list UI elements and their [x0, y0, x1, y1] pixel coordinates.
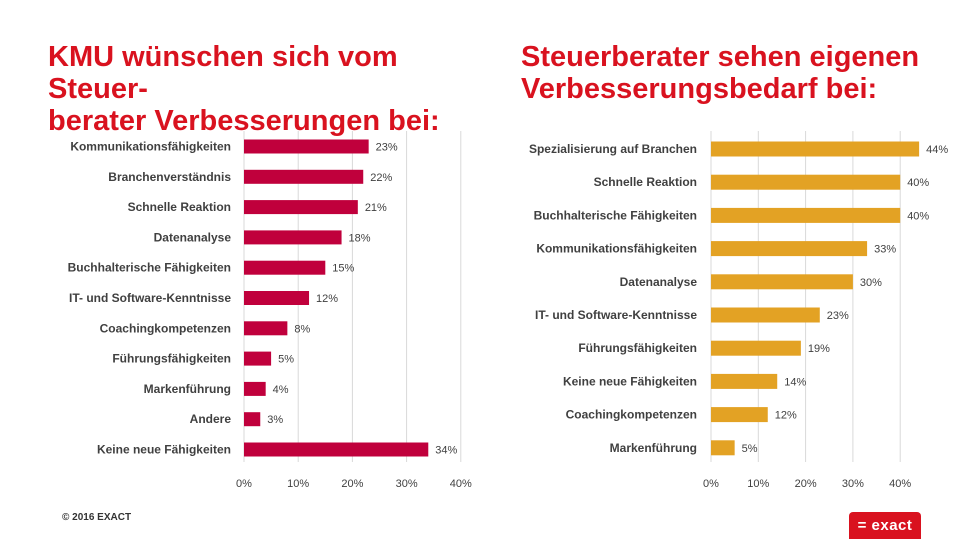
right-title-line-2: Verbesserungsbedarf bei:: [521, 73, 878, 105]
left-chart-title: KMU wünschen sich vom Steuer- berater Ve…: [48, 41, 498, 137]
right-bar-1: [711, 174, 901, 190]
right-value-label-8: 12%: [775, 410, 797, 422]
right-bar-9: [711, 440, 735, 456]
left-category-label-4: Buchhalterische Fähigkeiten: [68, 261, 231, 275]
left-category-label-9: Andere: [190, 412, 232, 426]
right-tick-label-4: 40%: [889, 478, 911, 490]
right-value-label-6: 19%: [808, 343, 830, 355]
right-value-label-3: 33%: [874, 244, 896, 256]
left-bar-5: [244, 291, 310, 305]
right-value-label-0: 44%: [926, 144, 948, 156]
right-category-label-5: IT- und Software-Kenntnisse: [535, 308, 697, 322]
left-category-label-10: Keine neue Fähigkeiten: [97, 443, 231, 457]
left-bar-7: [244, 351, 272, 366]
right-bar-8: [711, 407, 768, 423]
right-bar-3: [711, 241, 868, 257]
left-bar-3: [244, 230, 342, 245]
right-value-label-4: 30%: [860, 277, 882, 289]
left-tick-label-0: 0%: [236, 478, 252, 490]
right-category-label-2: Buchhalterische Fähigkeiten: [534, 208, 697, 222]
right-tick-label-3: 30%: [842, 478, 864, 490]
left-value-label-0: 23%: [376, 142, 398, 154]
left-category-label-1: Branchenverständnis: [108, 170, 231, 184]
right-category-label-1: Schnelle Reaktion: [594, 175, 697, 189]
copyright-footer: © 2016 EXACT: [62, 512, 132, 523]
left-value-label-1: 22%: [370, 172, 392, 184]
right-value-label-2: 40%: [907, 210, 929, 222]
left-tick-label-3: 30%: [396, 478, 418, 490]
left-value-label-6: 8%: [294, 323, 310, 335]
left-value-label-3: 18%: [349, 232, 371, 244]
right-category-label-6: Führungsfähigkeiten: [578, 341, 697, 355]
right-value-label-7: 14%: [784, 376, 806, 388]
right-value-label-5: 23%: [827, 310, 849, 322]
left-value-label-5: 12%: [316, 293, 338, 305]
left-category-label-2: Schnelle Reaktion: [128, 200, 231, 214]
right-bar-0: [711, 141, 920, 157]
right-tick-label-0: 0%: [703, 478, 719, 490]
right-bar-2: [711, 207, 901, 223]
right-tick-label-2: 20%: [795, 478, 817, 490]
left-bar-6: [244, 321, 288, 336]
left-title-line-1: KMU wünschen sich vom Steuer-: [48, 41, 398, 105]
right-category-label-3: Kommunikationsfähigkeiten: [536, 242, 697, 256]
left-category-label-0: Kommunikationsfähigkeiten: [70, 140, 231, 154]
left-bar-0: [244, 139, 369, 154]
left-bar-4: [244, 260, 326, 275]
left-value-label-7: 5%: [278, 354, 294, 366]
left-bar-2: [244, 200, 358, 215]
right-tick-label-1: 10%: [747, 478, 769, 490]
right-title-line-1: Steuerberater sehen eigenen: [521, 41, 920, 73]
right-bar-4: [711, 274, 853, 290]
left-value-label-2: 21%: [365, 202, 387, 214]
right-category-label-9: Markenführung: [610, 441, 697, 455]
right-category-label-8: Coachingkompetenzen: [566, 408, 697, 422]
left-value-label-10: 34%: [435, 445, 457, 457]
right-chart-title: Steuerberater sehen eigenen Verbesserung…: [521, 41, 941, 105]
left-category-label-3: Datenanalyse: [154, 230, 232, 244]
right-bar-5: [711, 307, 820, 323]
left-bar-10: [244, 442, 429, 457]
left-category-label-7: Führungsfähigkeiten: [112, 352, 231, 366]
right-category-label-0: Spezialisierung auf Branchen: [529, 142, 697, 156]
left-tick-label-1: 10%: [287, 478, 309, 490]
left-tick-label-2: 20%: [341, 478, 363, 490]
right-bar-6: [711, 340, 801, 356]
left-value-label-8: 4%: [273, 384, 289, 396]
left-category-label-8: Markenführung: [144, 382, 231, 396]
exact-logo: = exact: [849, 512, 921, 539]
left-bar-9: [244, 412, 261, 427]
right-category-label-7: Keine neue Fähigkeiten: [563, 374, 697, 388]
left-value-label-9: 3%: [267, 414, 283, 426]
right-value-label-1: 40%: [907, 177, 929, 189]
right-category-label-4: Datenanalyse: [620, 275, 698, 289]
right-bar-7: [711, 373, 778, 389]
left-category-label-5: IT- und Software-Kenntnisse: [69, 291, 231, 305]
left-bar-8: [244, 381, 266, 396]
left-value-label-4: 15%: [332, 263, 354, 275]
left-bar-1: [244, 169, 364, 184]
right-value-label-9: 5%: [742, 443, 758, 455]
left-category-label-6: Coachingkompetenzen: [100, 321, 231, 335]
left-tick-label-4: 40%: [450, 478, 472, 490]
